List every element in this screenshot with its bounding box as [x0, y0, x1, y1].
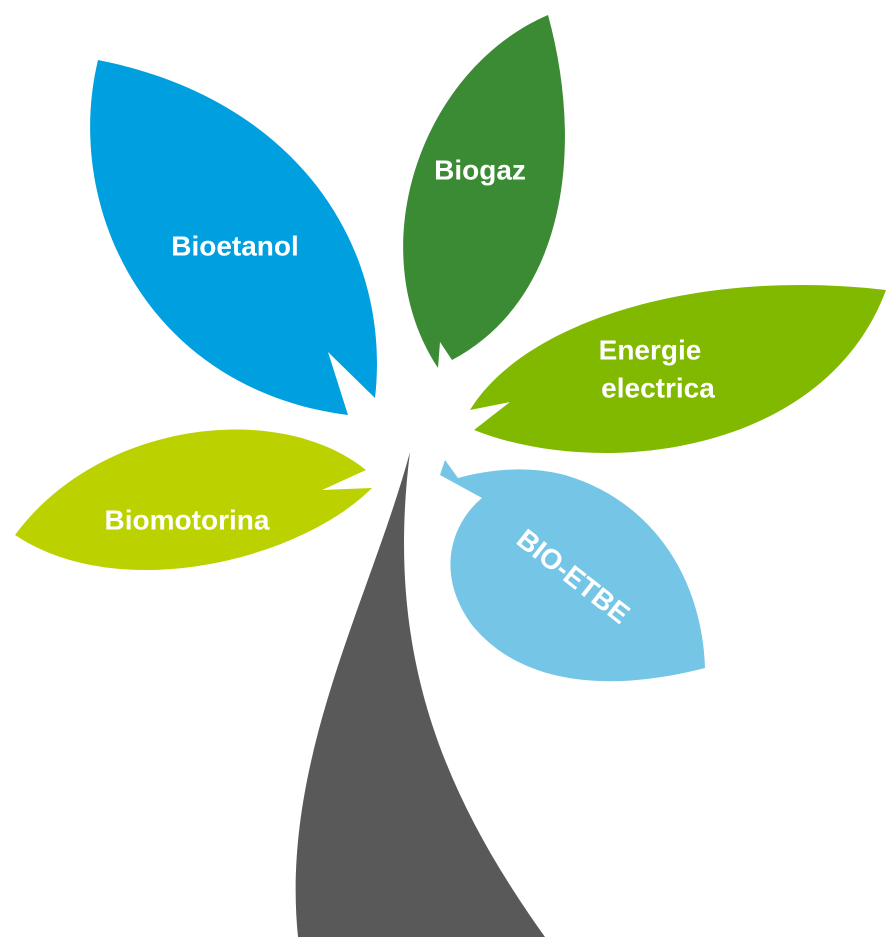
leaf-label: electrica — [601, 372, 715, 403]
leaf-energie — [470, 285, 886, 453]
leaf-biomotorina — [15, 429, 372, 570]
leaf-label: Energie — [599, 334, 702, 365]
diagram: Bioetanol Biogaz Energie electrica Biomo… — [0, 0, 886, 937]
leaf-biogaz — [403, 15, 565, 368]
leaf-label: Biomotorina — [105, 504, 270, 535]
leaf-label: Biogaz — [434, 154, 526, 185]
leaf-label: Bioetanol — [171, 230, 299, 261]
